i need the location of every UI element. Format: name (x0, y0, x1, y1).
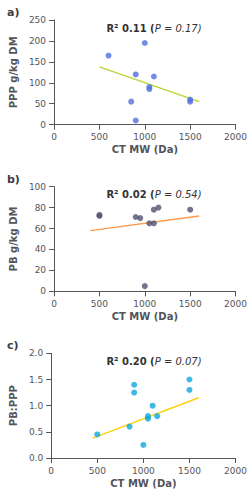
svg-text:50: 50 (35, 99, 47, 109)
svg-text:0.0: 0.0 (29, 453, 44, 463)
svg-text:CT MW (Da): CT MW (Da) (110, 478, 176, 489)
svg-text:500: 500 (91, 132, 108, 142)
svg-text:60: 60 (35, 224, 47, 234)
svg-text:1500: 1500 (178, 466, 201, 476)
svg-text:0: 0 (40, 120, 46, 130)
svg-text:PB:PPP: PB:PPP (8, 385, 19, 426)
svg-text:P = 0.17): P = 0.17) (155, 23, 202, 34)
svg-text:1000: 1000 (132, 466, 155, 476)
svg-text:c): c) (7, 339, 19, 352)
svg-text:CT MW (Da): CT MW (Da) (112, 311, 178, 322)
svg-text:0: 0 (51, 299, 57, 309)
svg-text:0: 0 (51, 132, 57, 142)
svg-text:PPP g/kg DM: PPP g/kg DM (8, 36, 19, 108)
svg-text:100: 100 (29, 78, 46, 88)
svg-text:R² 0.20 (: R² 0.20 ( (106, 356, 154, 367)
svg-text:2000: 2000 (224, 299, 247, 309)
svg-text:CT MW (Da): CT MW (Da) (112, 144, 178, 155)
svg-text:500: 500 (89, 466, 106, 476)
svg-text:1000: 1000 (133, 299, 156, 309)
svg-text:0: 0 (48, 466, 54, 476)
svg-text:1.0: 1.0 (29, 401, 44, 411)
svg-text:1500: 1500 (179, 132, 202, 142)
svg-text:R² 0.02 (: R² 0.02 ( (106, 189, 154, 200)
svg-text:R² 0.11 (: R² 0.11 ( (106, 23, 154, 34)
svg-text:100: 100 (29, 182, 46, 192)
svg-text:2.0: 2.0 (29, 348, 44, 358)
svg-text:1.5: 1.5 (29, 375, 43, 385)
svg-text:20: 20 (35, 265, 47, 275)
svg-text:b): b) (7, 173, 20, 186)
svg-text:150: 150 (29, 57, 46, 67)
svg-text:80: 80 (35, 203, 47, 213)
svg-text:P = 0.07): P = 0.07) (155, 356, 202, 367)
svg-text:0.5: 0.5 (29, 427, 43, 437)
svg-text:0: 0 (40, 286, 46, 296)
svg-text:P = 0.54): P = 0.54) (155, 189, 202, 200)
svg-text:2000: 2000 (224, 466, 247, 476)
svg-text:1500: 1500 (179, 299, 202, 309)
svg-text:500: 500 (91, 299, 108, 309)
svg-text:200: 200 (29, 36, 46, 46)
svg-text:PB g/kg DM: PB g/kg DM (8, 207, 19, 272)
svg-text:2000: 2000 (224, 132, 247, 142)
svg-text:1000: 1000 (133, 132, 156, 142)
svg-text:a): a) (7, 6, 19, 19)
svg-text:250: 250 (29, 15, 46, 25)
svg-text:40: 40 (35, 244, 47, 254)
